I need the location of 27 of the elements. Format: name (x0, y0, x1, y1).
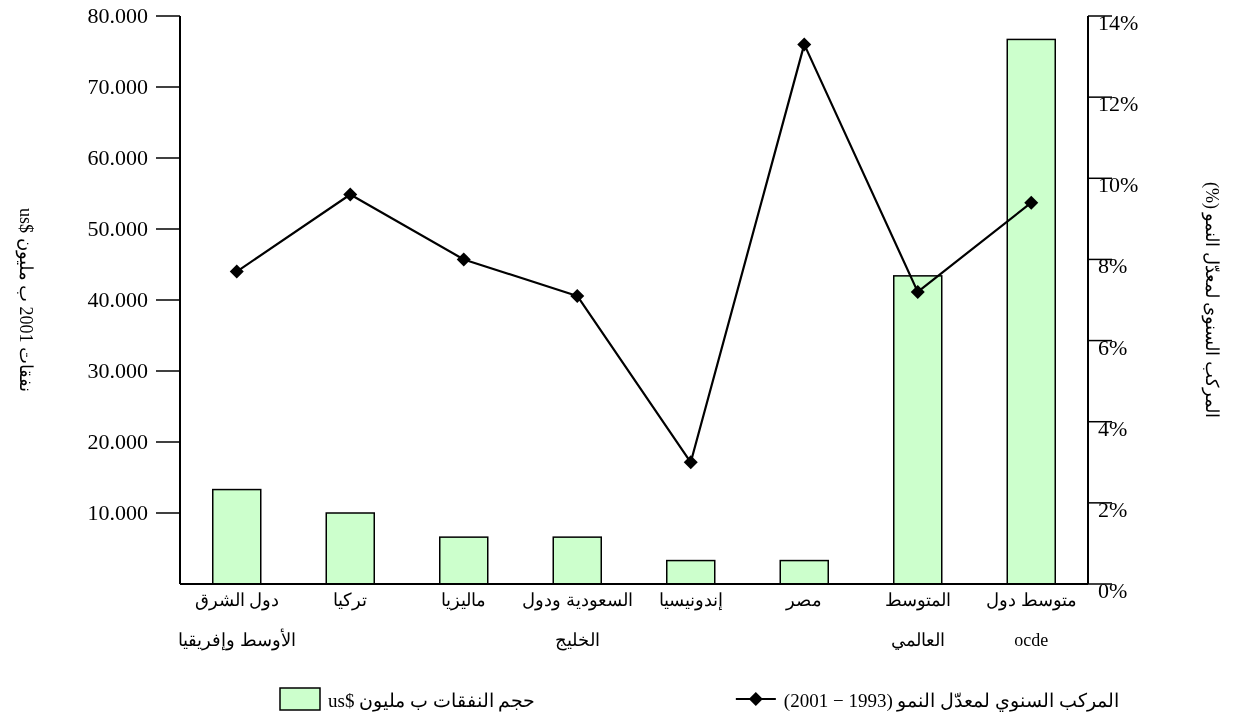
y-tick-label: 50.000 (87, 216, 148, 241)
x-tick-label: تركيا (333, 590, 368, 611)
y-tick-label: 40.000 (87, 287, 148, 312)
y-tick-label: 70.000 (87, 74, 148, 99)
y2-tick-label: 14% (1098, 10, 1139, 35)
legend-label: المركب السنوي لمعدّل النمو (1993 − 2001) (783, 690, 1119, 712)
y2-tick-label: 8% (1098, 253, 1128, 279)
y-tick-label: 60.000 (87, 145, 148, 170)
x-tick-label: مصر (785, 590, 823, 611)
y-tick-label: 30.000 (87, 358, 148, 383)
y-tick-label: 10.000 (87, 500, 148, 525)
y-axis-title: نفقات 2001 ب مليون $us (15, 207, 36, 393)
y-tick-label: 20.000 (87, 429, 148, 454)
y-tick-label: 80.000 (87, 3, 148, 28)
y2-tick-label: 6% (1098, 334, 1128, 360)
x-tick-label: السعودية ودول الخليج (522, 590, 633, 651)
x-tick-label: ماليزيا (441, 590, 487, 611)
y2-tick-label: 10% (1098, 172, 1139, 198)
y2-tick-label: 4% (1098, 415, 1128, 441)
x-tick-label: المتوسط العالمي (884, 590, 951, 650)
legend-label: حجم النفقات ب مليون $us (328, 690, 536, 712)
y2-tick-label: 12% (1098, 91, 1139, 117)
x-tick-label: إندونيسيا (658, 590, 723, 611)
x-tick-label: دول الشرق الأوسط وإفريقيا (178, 590, 296, 651)
y2-axis-title: المركب السنوى لمعدّل النمو (%) (1201, 182, 1222, 418)
y2-tick-label: 0% (1098, 578, 1128, 603)
y2-tick-label: 2% (1098, 496, 1128, 522)
